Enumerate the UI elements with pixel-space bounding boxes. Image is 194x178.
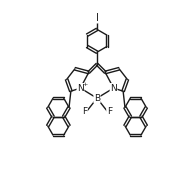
Text: F: F <box>82 107 87 116</box>
Text: +: + <box>82 82 87 87</box>
Text: F: F <box>107 107 112 116</box>
Text: I: I <box>96 13 98 23</box>
Text: B: B <box>94 94 100 103</box>
Text: N: N <box>77 84 84 93</box>
Text: N: N <box>110 84 117 93</box>
